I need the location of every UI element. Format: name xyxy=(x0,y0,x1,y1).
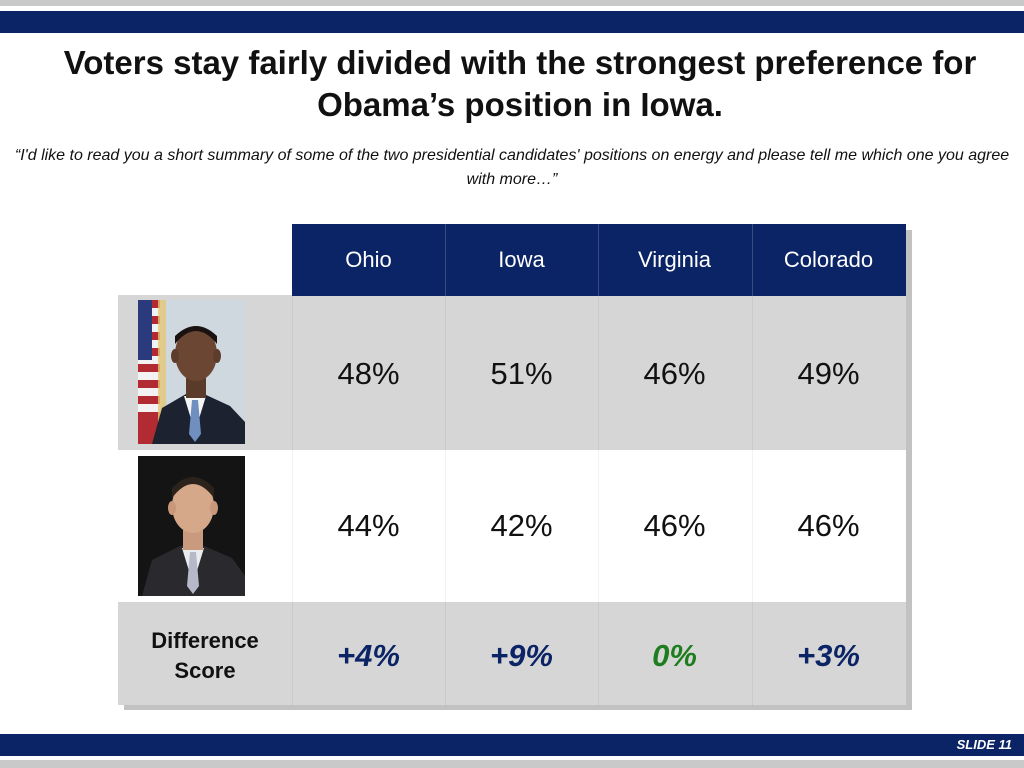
table-body xyxy=(118,295,906,705)
obama-photo xyxy=(138,300,245,444)
cell-obama-iowa: 51% xyxy=(490,356,553,391)
column-header-ohio: Ohio xyxy=(345,247,392,272)
table-shadow xyxy=(124,230,912,710)
difference-score-label: Difference Score xyxy=(124,626,286,686)
slide-number: SLIDE 11 xyxy=(956,737,1012,752)
column-divider xyxy=(292,296,293,706)
bottom-gray-bar xyxy=(0,760,1024,768)
column-header-virginia: Virginia xyxy=(638,247,711,272)
cell-romney-ohio: 44% xyxy=(337,508,400,543)
header-divider xyxy=(598,224,599,296)
cell-romney-colorado: 46% xyxy=(797,508,860,543)
difference-label-line2: Score xyxy=(174,658,236,683)
top-gray-bar xyxy=(0,0,1024,6)
top-navy-bar xyxy=(0,11,1024,33)
difference-label-line1: Difference xyxy=(151,628,259,653)
table-header-row xyxy=(292,224,906,296)
diff-iowa: +9% xyxy=(490,638,553,673)
corner-cell xyxy=(118,224,292,295)
cell-obama-ohio: 48% xyxy=(337,356,400,391)
column-divider xyxy=(752,296,753,706)
table-row-romney xyxy=(118,450,906,602)
diff-virginia: 0% xyxy=(652,638,697,673)
header-divider xyxy=(445,224,446,296)
column-divider xyxy=(445,296,446,706)
slide-title: Voters stay fairly divided with the stro… xyxy=(63,44,977,123)
diff-colorado: +3% xyxy=(797,638,860,673)
column-header-iowa: Iowa xyxy=(498,247,545,272)
survey-question: “I'd like to read you a short summary of… xyxy=(14,147,1010,188)
cell-romney-iowa: 42% xyxy=(490,508,553,543)
cell-romney-virginia: 46% xyxy=(643,508,706,543)
diff-ohio: +4% xyxy=(337,638,400,673)
column-header-colorado: Colorado xyxy=(783,247,874,272)
cell-obama-virginia: 46% xyxy=(643,356,706,391)
cell-obama-colorado: 49% xyxy=(797,356,860,391)
bottom-navy-bar xyxy=(0,734,1024,756)
column-divider xyxy=(598,296,599,706)
romney-photo xyxy=(138,456,245,596)
header-divider xyxy=(752,224,753,296)
